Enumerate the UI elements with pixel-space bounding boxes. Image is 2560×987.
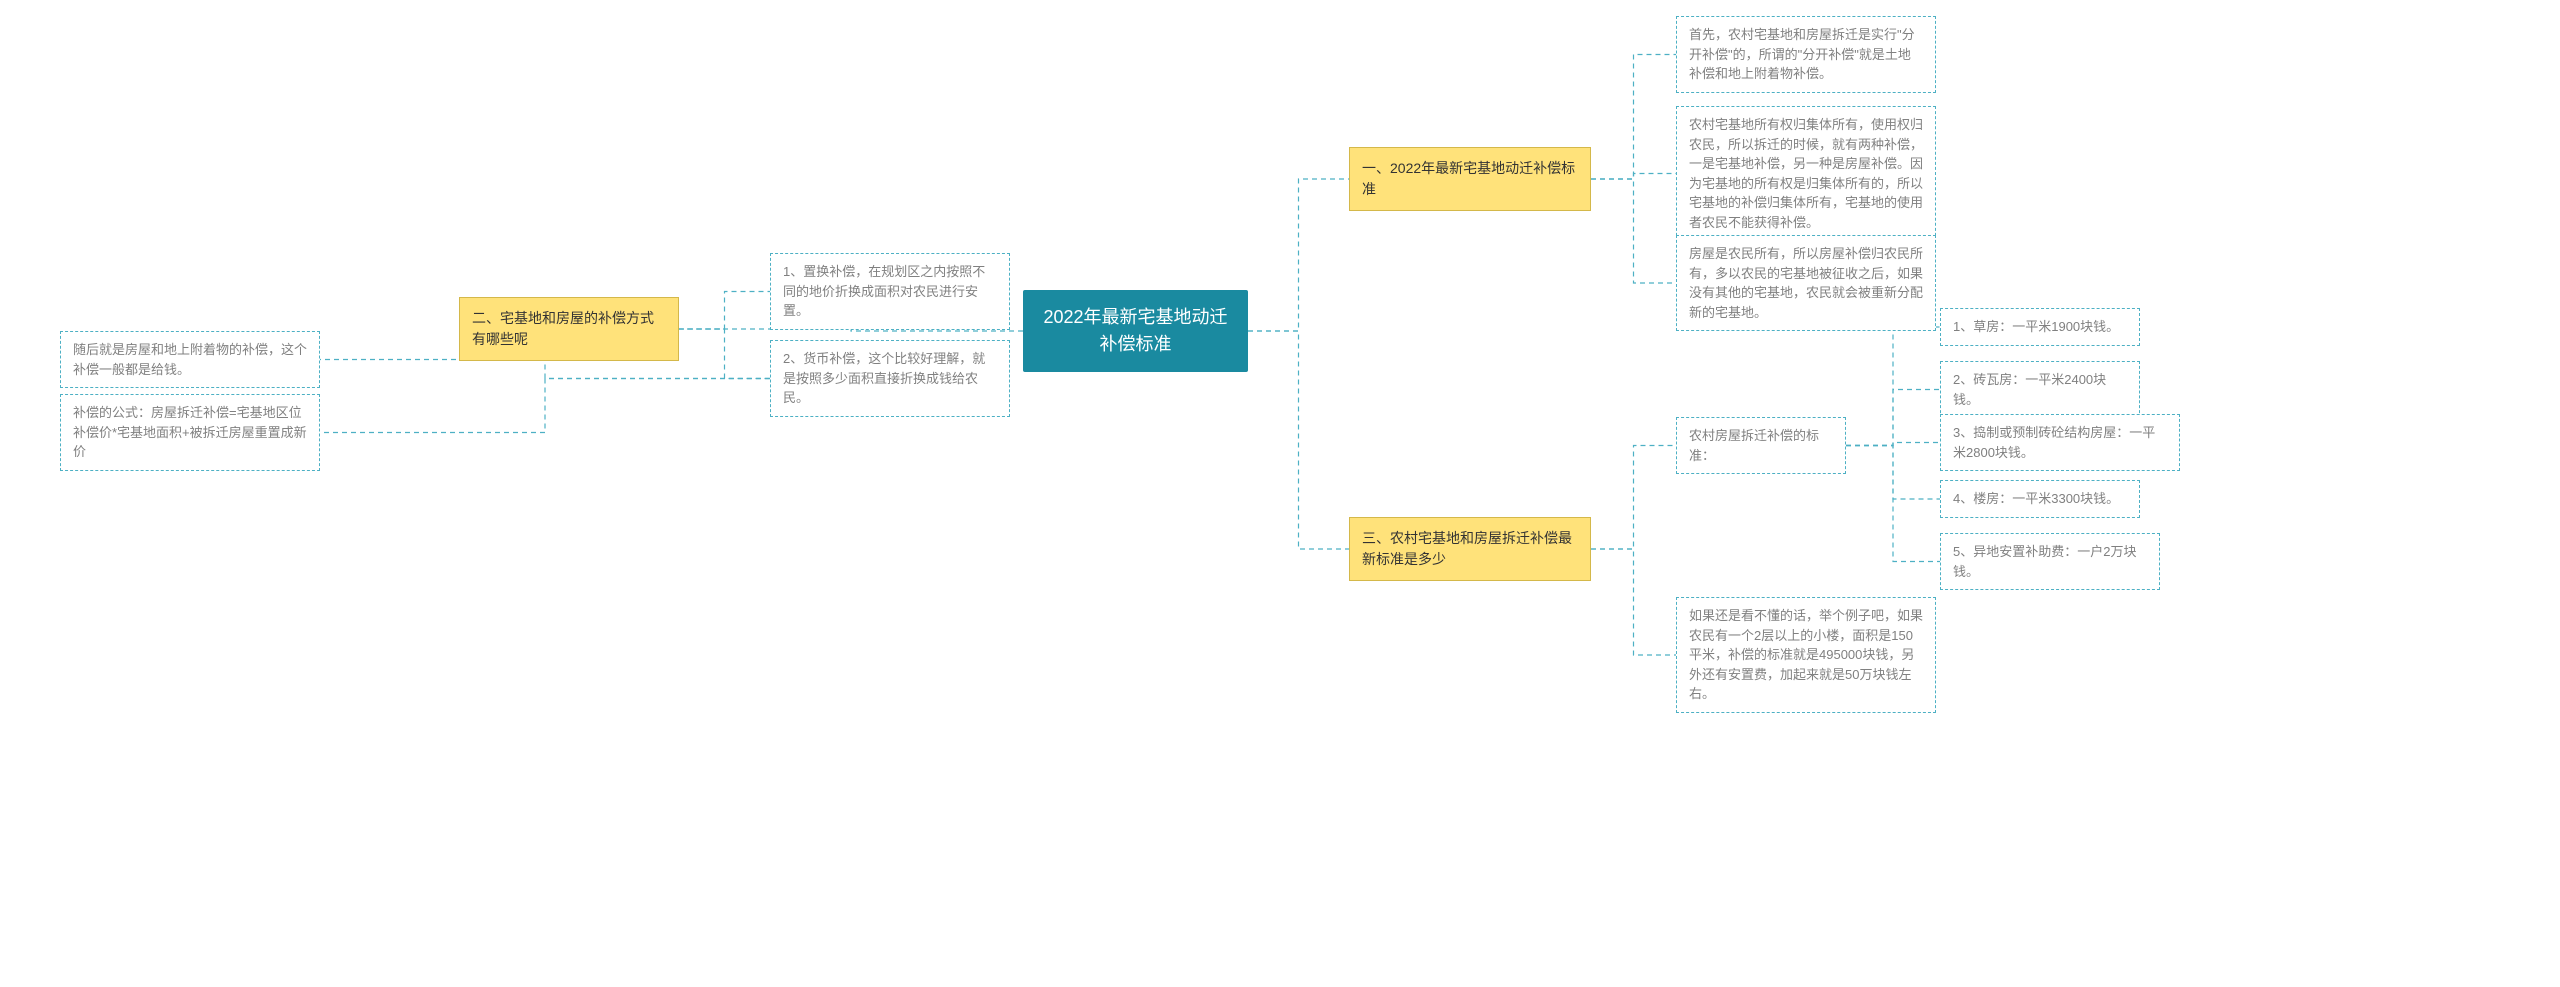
node-m2_2_1: 随后就是房屋和地上附着物的补偿，这个补偿一般都是给钱。 [60,331,320,388]
edge-m3-m3_1 [1591,446,1676,550]
node-m3: 三、农村宅基地和房屋拆迁补偿最新标准是多少 [1349,517,1591,581]
node-m3_1_5: 5、异地安置补助费：一户2万块钱。 [1940,533,2160,590]
mindmap-canvas: 2022年最新宅基地动迁补偿标准 一、2022年最新宅基地动迁补偿标准 首先，农村宅… [0,0,2560,987]
edge-m3_1-m3_1_1 [1846,327,1940,446]
node-m1_2: 农村宅基地所有权归集体所有，使用权归农民，所以拆迁的时候，就有两种补偿，一是宅基… [1676,106,1936,241]
node-m3_1_3: 3、捣制或预制砖砼结构房屋：一平米2800块钱。 [1940,414,2180,471]
node-m1_1: 首先，农村宅基地和房屋拆迁是实行"分开补偿"的，所谓的"分开补偿"就是土地补偿和… [1676,16,1936,93]
node-m2: 二、宅基地和房屋的补偿方式有哪些呢 [459,297,679,361]
node-m2_1: 1、置换补偿，在规划区之内按照不同的地价折换成面积对农民进行安置。 [770,253,1010,330]
edge-m3-m3_2 [1591,549,1676,655]
edge-m2_2-m2_2_2 [320,379,770,433]
node-m2_2_2: 补偿的公式：房屋拆迁补偿=宅基地区位补偿价*宅基地面积+被拆迁房屋重置成新价 [60,394,320,471]
edge-m3_1-m3_1_3 [1846,443,1940,446]
edge-m3_1-m3_1_2 [1846,390,1940,446]
node-m3_1_1: 1、草房：一平米1900块钱。 [1940,308,2140,346]
edge-m2-m2_1 [679,292,770,330]
connector-layer [0,0,2560,987]
edge-m3_1-m3_1_5 [1846,446,1940,562]
edge-root-m1 [1248,179,1349,331]
node-m3_1_4: 4、楼房：一平米3300块钱。 [1940,480,2140,518]
node-m1: 一、2022年最新宅基地动迁补偿标准 [1349,147,1591,211]
node-m2_2: 2、货币补偿，这个比较好理解，就是按照多少面积直接折换成钱给农民。 [770,340,1010,417]
node-m3_1: 农村房屋拆迁补偿的标准： [1676,417,1846,474]
node-m1_3: 房屋是农民所有，所以房屋补偿归农民所有，多以农民的宅基地被征收之后，如果没有其他… [1676,235,1936,331]
node-m3_2: 如果还是看不懂的话，举个例子吧，如果农民有一个2层以上的小楼，面积是150平米，… [1676,597,1936,713]
edge-m3_1-m3_1_4 [1846,446,1940,500]
edge-m1-m1_2 [1591,174,1676,180]
edge-m2_2-m2_2_1 [320,360,770,379]
edge-root-m3 [1248,331,1349,549]
edge-m1-m1_3 [1591,179,1676,283]
node-root: 2022年最新宅基地动迁补偿标准 [1023,290,1248,372]
edge-m2-m2_2 [679,329,770,379]
node-m3_1_2: 2、砖瓦房：一平米2400块钱。 [1940,361,2140,418]
edge-m1-m1_1 [1591,55,1676,180]
